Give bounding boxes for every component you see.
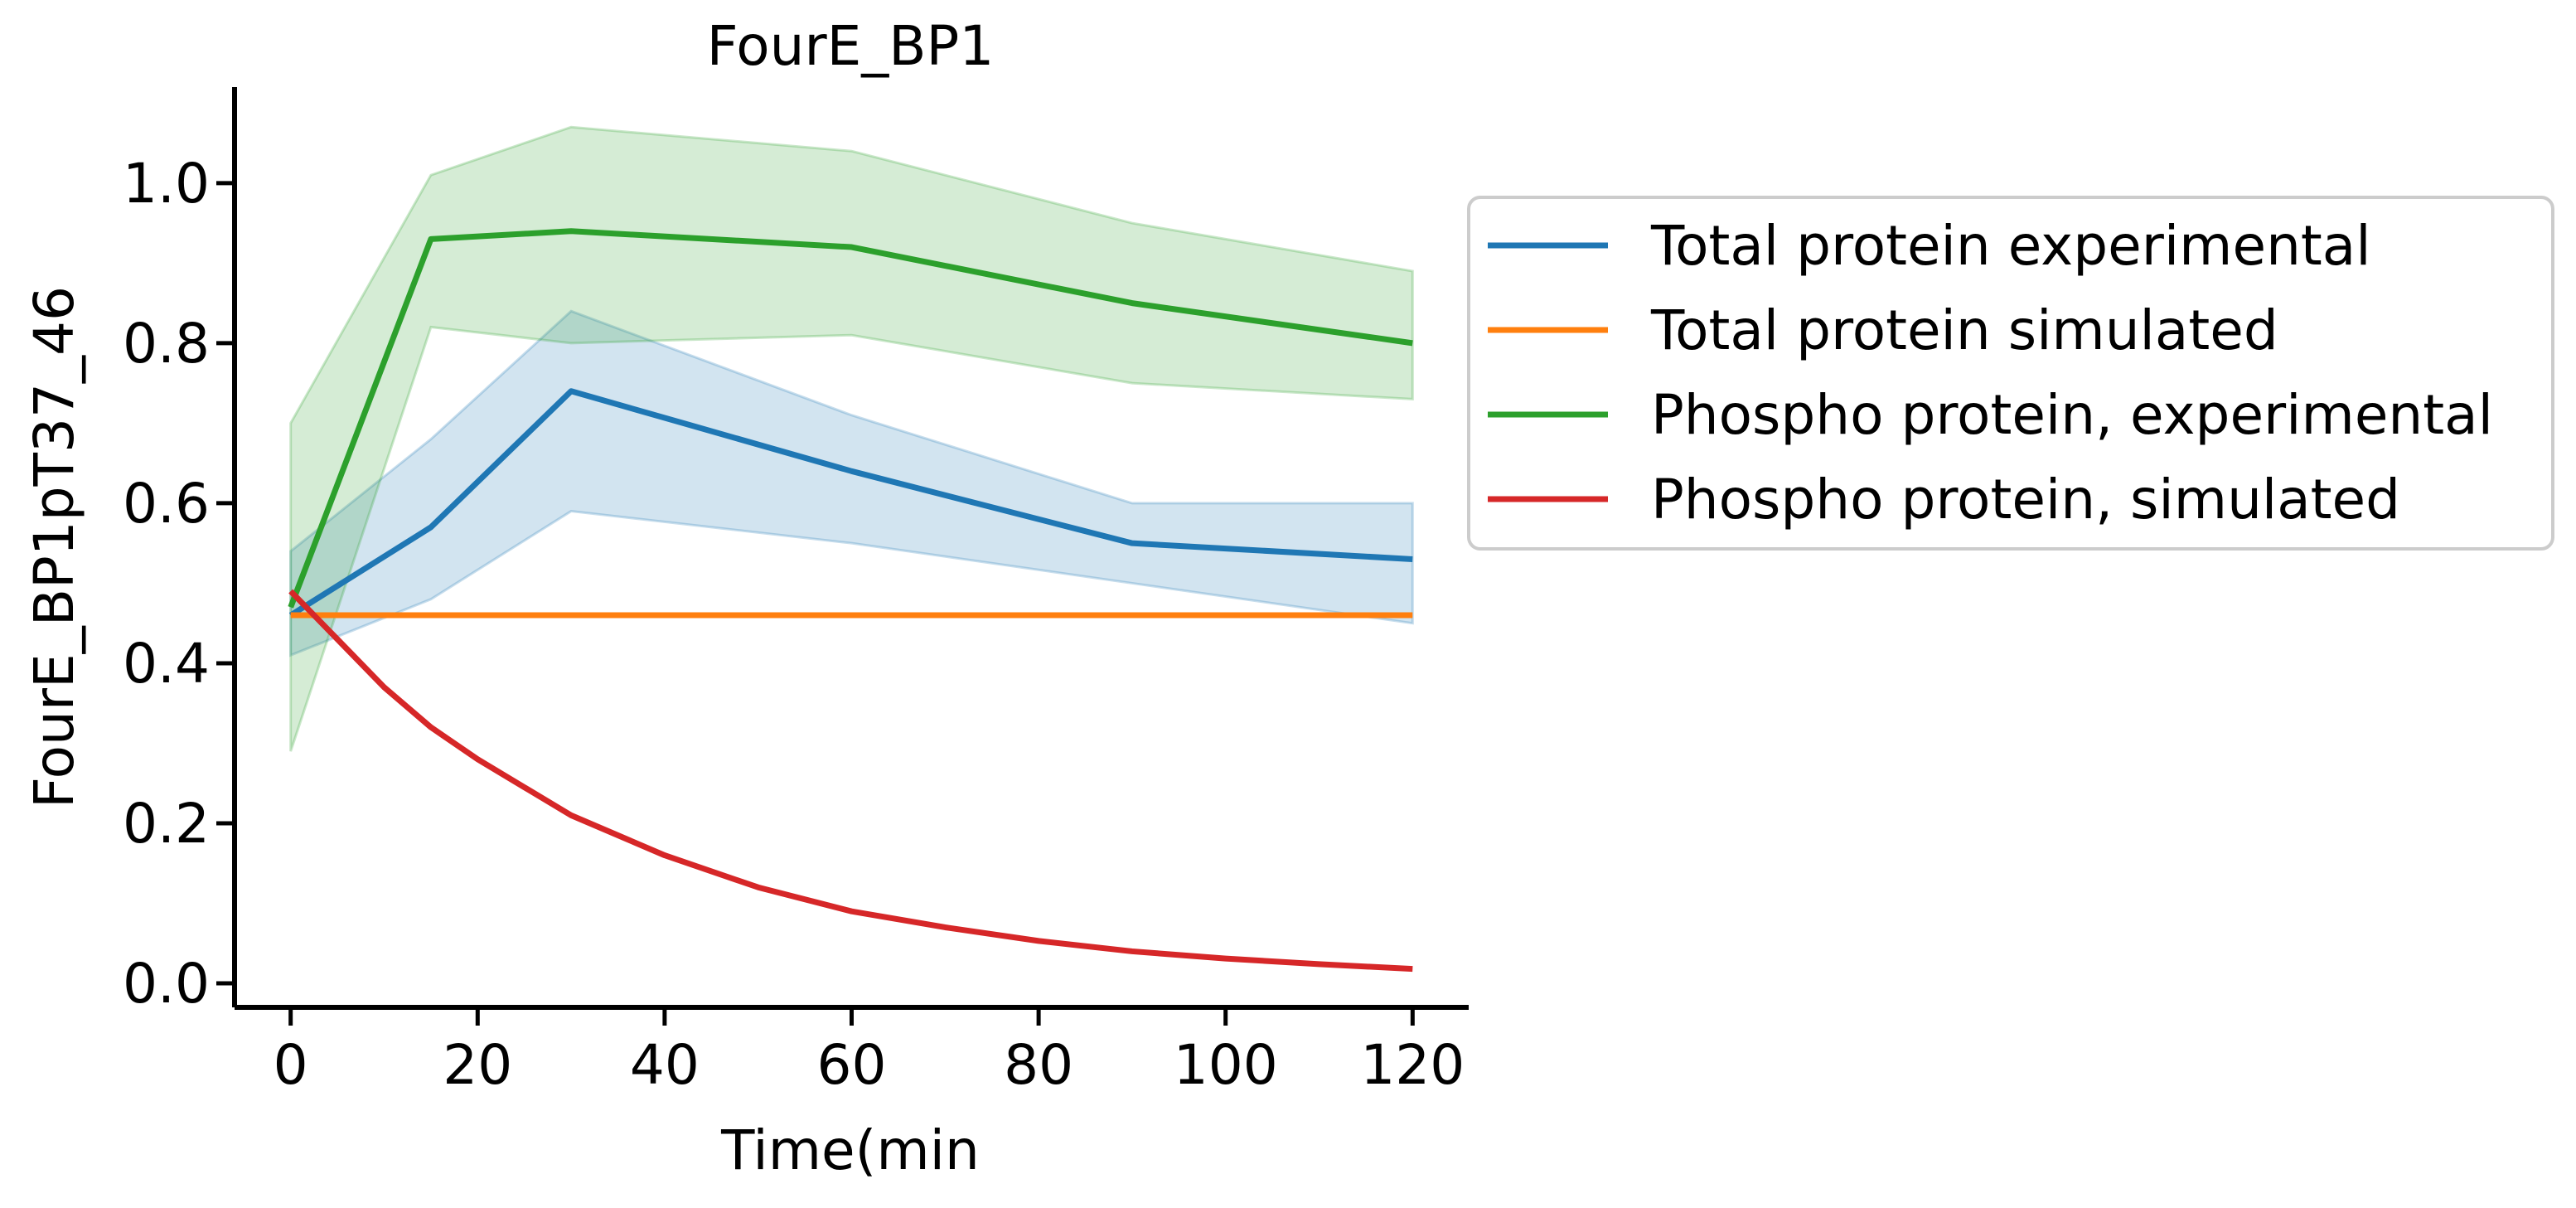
x-tick-label: 80 xyxy=(1004,1033,1073,1097)
x-tick-label: 20 xyxy=(443,1033,512,1097)
phospho-protein-simulated-line xyxy=(288,589,1413,973)
y-tick-label: 1.0 xyxy=(123,152,210,216)
total-protein-simulated-legend-label: Total protein simulated xyxy=(1650,298,2278,362)
y-tick-label: 0.6 xyxy=(123,472,210,536)
series-lines xyxy=(288,228,1413,973)
y-tick-label: 0.8 xyxy=(123,312,210,376)
phospho-protein-experimental-line xyxy=(288,228,1413,609)
x-axis-label: Time(min xyxy=(720,1118,980,1182)
legend: Total protein experimental Total protein … xyxy=(1467,196,2554,551)
x-ticks: 0 20 40 60 80 100 120 xyxy=(274,1007,1465,1097)
phospho-protein-experimental-legend-label: Phospho protein, experimental xyxy=(1651,383,2493,447)
total-protein-experimental-band xyxy=(289,309,1414,657)
chart-title: FourE_BP1 xyxy=(707,14,995,78)
legend-box xyxy=(1467,196,2554,551)
y-ticks: 0.0 0.2 0.4 0.6 0.8 1.0 xyxy=(123,152,235,1016)
x-tick-label: 120 xyxy=(1360,1033,1465,1097)
x-tick-label: 100 xyxy=(1174,1033,1278,1097)
y-tick-label: 0.4 xyxy=(123,632,210,696)
x-tick-label: 40 xyxy=(630,1033,700,1097)
x-tick-label: 0 xyxy=(274,1033,308,1097)
confidence-bands xyxy=(289,125,1414,752)
phospho-protein-experimental-band xyxy=(289,125,1414,752)
phospho-protein-simulated-legend-label: Phospho protein, simulated xyxy=(1651,468,2400,531)
total-protein-experimental-legend-label: Total protein experimental xyxy=(1650,214,2371,278)
x-tick-label: 60 xyxy=(817,1033,887,1097)
total-protein-experimental-line xyxy=(288,388,1413,619)
y-tick-label: 0.2 xyxy=(123,792,210,856)
y-tick-label: 0.0 xyxy=(123,952,210,1016)
y-axis-label: FourE_BP1pT37_46 xyxy=(22,286,86,808)
